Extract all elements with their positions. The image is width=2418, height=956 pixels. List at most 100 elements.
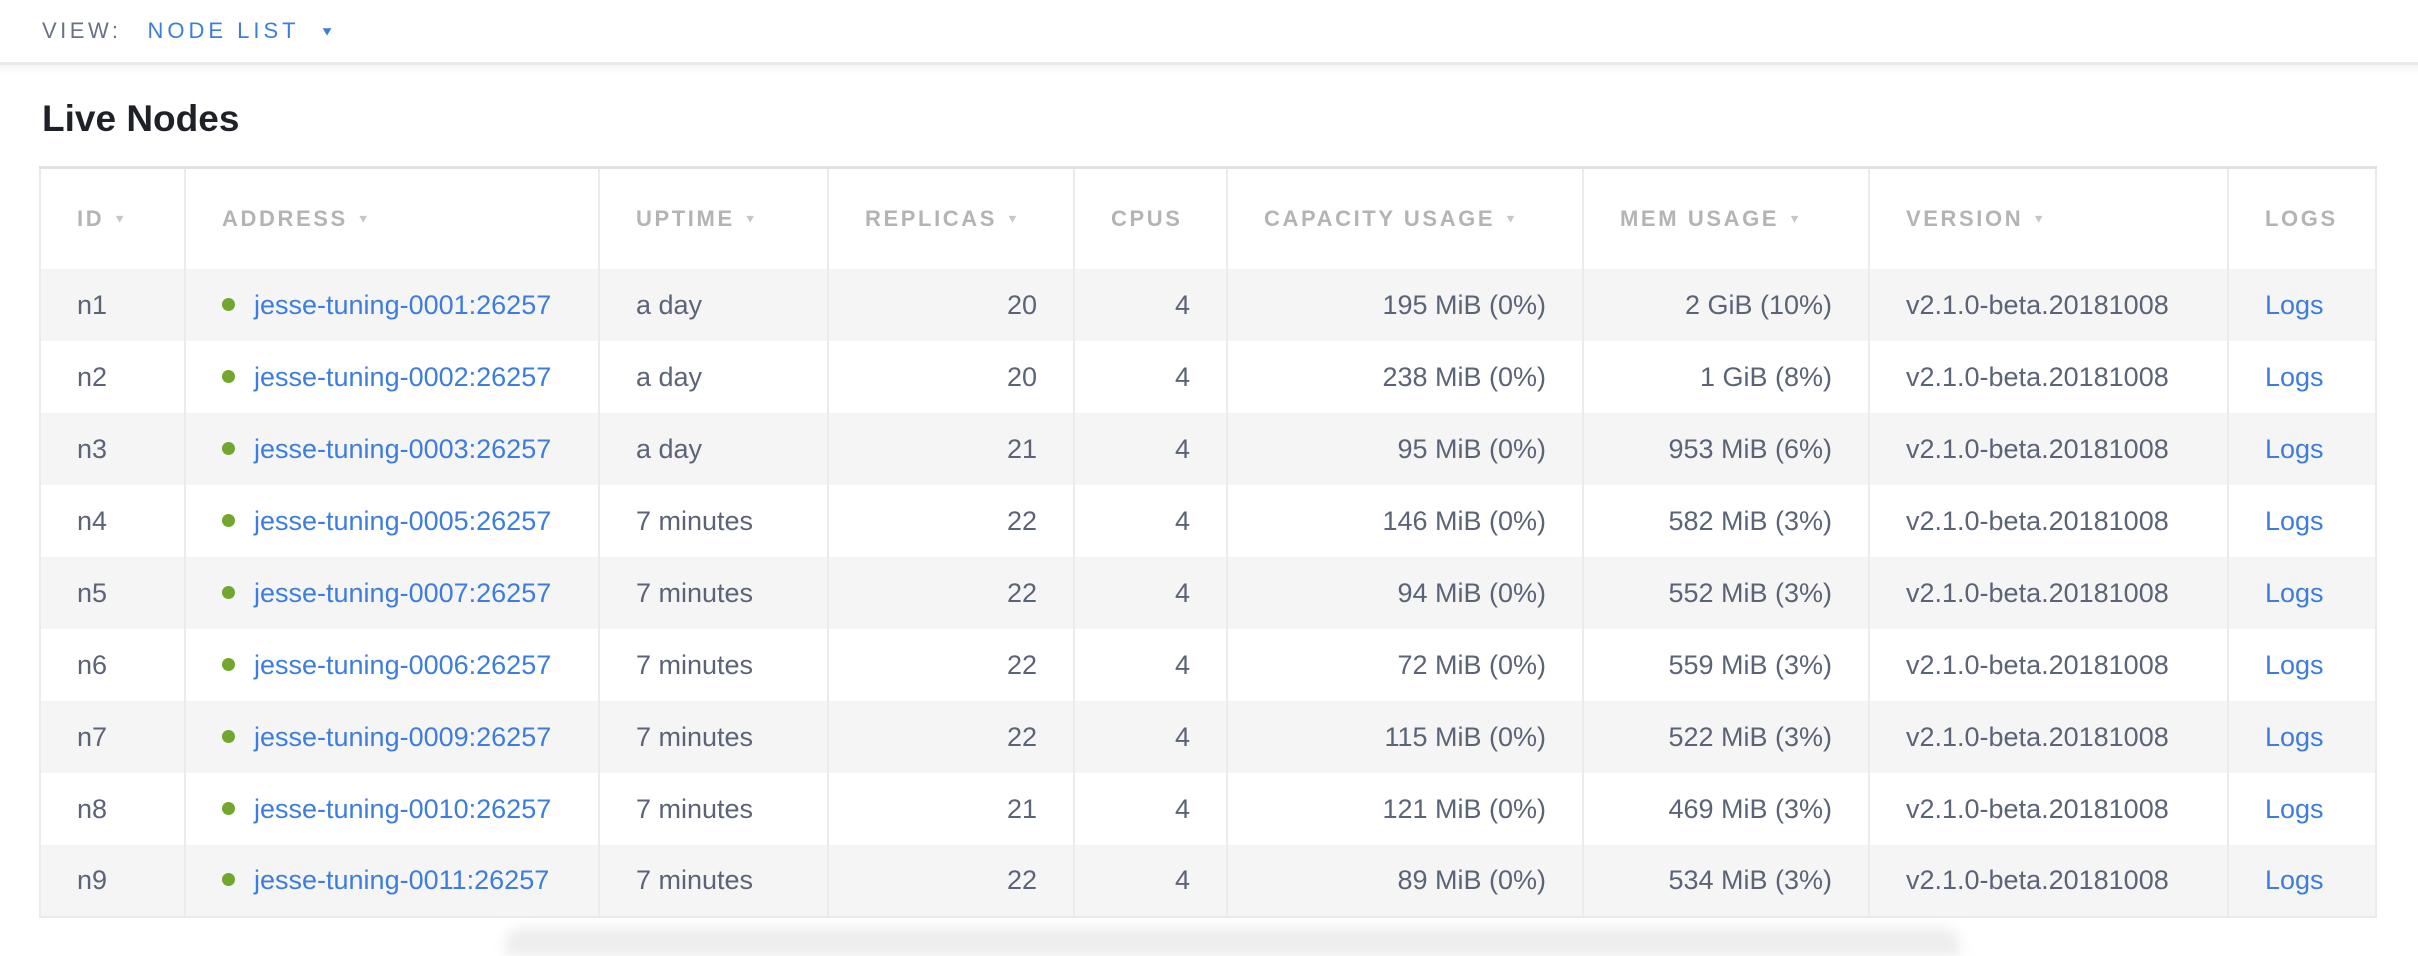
table-row: n6 jesse-tuning-0006:26257 7 minutes 22 … — [39, 629, 2377, 701]
cell-address: jesse-tuning-0002:26257 — [184, 341, 600, 413]
sort-descending-icon: ▼ — [1504, 211, 1520, 226]
cell-uptime: 7 minutes — [598, 701, 829, 773]
cell-replicas: 22 — [827, 557, 1075, 629]
cell-version: v2.1.0-beta.20181008 — [1868, 557, 2229, 629]
cell-capacity-usage: 72 MiB (0%) — [1226, 629, 1584, 701]
cell-capacity-usage: 238 MiB (0%) — [1226, 341, 1584, 413]
column-header[interactable]: UPTIME ▼ — [598, 167, 829, 269]
column-header[interactable]: CAPACITY USAGE ▼ — [1226, 167, 1584, 269]
view-selector-value[interactable]: NODE LIST — [147, 18, 300, 43]
cell-cpus: 4 — [1073, 341, 1228, 413]
cell-address: jesse-tuning-0001:26257 — [184, 269, 600, 341]
address-link[interactable]: jesse-tuning-0002:26257 — [254, 361, 552, 392]
cell-cpus: 4 — [1073, 413, 1228, 485]
column-header: CPUS — [1073, 167, 1228, 269]
cell-version: v2.1.0-beta.20181008 — [1868, 413, 2229, 485]
cell-capacity-usage: 115 MiB (0%) — [1226, 701, 1584, 773]
cutoff-element-shadow — [505, 928, 1960, 956]
cell-logs: Logs — [2227, 701, 2377, 773]
node-live-status-icon — [222, 585, 235, 599]
page-title: Live Nodes — [42, 98, 240, 139]
cell-logs: Logs — [2227, 629, 2377, 701]
cell-cpus: 4 — [1073, 269, 1228, 341]
cell-mem-usage: 2 GiB (10%) — [1582, 269, 1870, 341]
address-link[interactable]: jesse-tuning-0001:26257 — [254, 289, 552, 320]
cell-cpus: 4 — [1073, 629, 1228, 701]
cell-mem-usage: 953 MiB (6%) — [1582, 413, 1870, 485]
column-header[interactable]: ID ▼ — [39, 167, 186, 269]
table-row: n3 jesse-tuning-0003:26257 a day 21 4 95… — [39, 413, 2377, 485]
cell-logs: Logs — [2227, 413, 2377, 485]
cell-uptime: a day — [598, 413, 829, 485]
cell-node-id: n9 — [39, 845, 186, 917]
sort-descending-icon: ▼ — [743, 211, 760, 226]
address-link[interactable]: jesse-tuning-0011:26257 — [254, 865, 550, 895]
cell-replicas: 20 — [827, 341, 1075, 413]
logs-link[interactable]: Logs — [2265, 649, 2324, 680]
cell-logs: Logs — [2227, 485, 2377, 557]
header-divider — [0, 62, 2418, 65]
table-row: n7 jesse-tuning-0009:26257 7 minutes 22 … — [39, 701, 2377, 773]
cell-node-id: n7 — [39, 701, 186, 773]
address-link[interactable]: jesse-tuning-0003:26257 — [254, 433, 552, 464]
address-link[interactable]: jesse-tuning-0007:26257 — [254, 577, 552, 608]
address-link[interactable]: jesse-tuning-0005:26257 — [254, 505, 552, 536]
address-link[interactable]: jesse-tuning-0009:26257 — [254, 721, 552, 752]
table-row: n9 jesse-tuning-0011:26257 7 minutes 22 … — [39, 845, 2377, 917]
cell-mem-usage: 552 MiB (3%) — [1582, 557, 1870, 629]
view-selector-dropdown[interactable]: NODE LIST ▼ — [147, 18, 334, 44]
sort-descending-icon: ▼ — [1788, 211, 1804, 226]
logs-link[interactable]: Logs — [2265, 433, 2324, 464]
table-row: n5 jesse-tuning-0007:26257 7 minutes 22 … — [39, 557, 2377, 629]
node-live-status-icon — [222, 873, 235, 887]
cell-version: v2.1.0-beta.20181008 — [1868, 701, 2229, 773]
logs-link[interactable]: Logs — [2265, 289, 2324, 320]
column-header[interactable]: ADDRESS ▼ — [184, 167, 600, 269]
node-live-status-icon — [222, 657, 235, 671]
cell-replicas: 21 — [827, 413, 1075, 485]
logs-link[interactable]: Logs — [2265, 865, 2324, 895]
table-header-row: ID ▼ ADDRESS ▼ UPTIME ▼ REPLICAS ▼ CPUS CAPA… — [39, 167, 2377, 269]
cell-address: jesse-tuning-0003:26257 — [184, 413, 600, 485]
table-row: n2 jesse-tuning-0002:26257 a day 20 4 23… — [39, 341, 2377, 413]
logs-link[interactable]: Logs — [2265, 505, 2324, 536]
cell-node-id: n5 — [39, 557, 186, 629]
cell-capacity-usage: 195 MiB (0%) — [1226, 269, 1584, 341]
logs-link[interactable]: Logs — [2265, 793, 2324, 824]
table-row: n1 jesse-tuning-0001:26257 a day 20 4 19… — [39, 269, 2377, 341]
cell-uptime: 7 minutes — [598, 845, 829, 917]
cell-mem-usage: 534 MiB (3%) — [1582, 845, 1870, 917]
cell-uptime: 7 minutes — [598, 485, 829, 557]
cell-address: jesse-tuning-0010:26257 — [184, 773, 600, 845]
cell-uptime: a day — [598, 341, 829, 413]
node-live-status-icon — [222, 801, 235, 815]
cell-version: v2.1.0-beta.20181008 — [1868, 773, 2229, 845]
address-link[interactable]: jesse-tuning-0006:26257 — [254, 649, 552, 680]
view-label: VIEW: — [42, 18, 122, 43]
cell-cpus: 4 — [1073, 557, 1228, 629]
logs-link[interactable]: Logs — [2265, 721, 2324, 752]
column-header[interactable]: VERSION ▼ — [1868, 167, 2229, 269]
cell-uptime: 7 minutes — [598, 773, 829, 845]
address-link[interactable]: jesse-tuning-0010:26257 — [254, 793, 552, 824]
chevron-down-icon: ▼ — [319, 23, 335, 39]
cell-address: jesse-tuning-0006:26257 — [184, 629, 600, 701]
sort-descending-icon: ▼ — [356, 211, 373, 226]
sort-descending-icon: ▼ — [2032, 211, 2048, 226]
view-bar: VIEW: NODE LIST ▼ — [0, 0, 2418, 62]
column-header-label: CPUS — [1111, 206, 1183, 231]
cell-mem-usage: 469 MiB (3%) — [1582, 773, 1870, 845]
column-header[interactable]: REPLICAS ▼ — [827, 167, 1075, 269]
cell-mem-usage: 582 MiB (3%) — [1582, 485, 1870, 557]
column-header[interactable]: MEM USAGE ▼ — [1582, 167, 1870, 269]
node-live-status-icon — [222, 297, 235, 311]
cell-logs: Logs — [2227, 557, 2377, 629]
cell-logs: Logs — [2227, 845, 2377, 917]
logs-link[interactable]: Logs — [2265, 577, 2324, 608]
cell-replicas: 22 — [827, 845, 1075, 917]
cell-capacity-usage: 89 MiB (0%) — [1226, 845, 1584, 917]
node-live-status-icon — [222, 369, 235, 383]
live-nodes-table: ID ▼ ADDRESS ▼ UPTIME ▼ REPLICAS ▼ CPUS CAPA… — [39, 166, 2418, 918]
cell-version: v2.1.0-beta.20181008 — [1868, 485, 2229, 557]
logs-link[interactable]: Logs — [2265, 361, 2324, 392]
